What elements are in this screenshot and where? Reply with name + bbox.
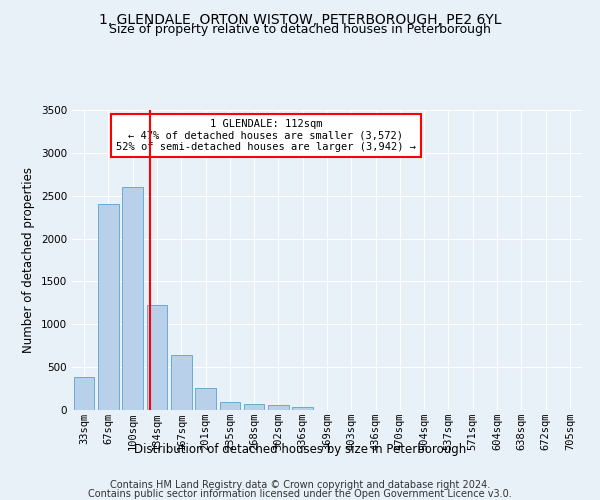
Bar (74, 376, 94, 410)
Bar (292, 407, 313, 410)
Text: Distribution of detached houses by size in Peterborough: Distribution of detached houses by size … (134, 442, 466, 456)
Bar (146, 304, 167, 410)
Text: 1 GLENDALE: 112sqm
← 47% of detached houses are smaller (3,572)
52% of semi-deta: 1 GLENDALE: 112sqm ← 47% of detached hou… (116, 119, 416, 152)
Bar (220, 402, 240, 410)
Bar (98, 204, 119, 410)
Text: Size of property relative to detached houses in Peterborough: Size of property relative to detached ho… (109, 22, 491, 36)
Bar (171, 355, 191, 410)
Bar (268, 406, 289, 410)
Bar (195, 388, 216, 410)
Bar (122, 187, 143, 410)
Text: Contains public sector information licensed under the Open Government Licence v3: Contains public sector information licen… (88, 489, 512, 499)
Bar (244, 404, 265, 410)
Y-axis label: Number of detached properties: Number of detached properties (22, 167, 35, 353)
Text: 1, GLENDALE, ORTON WISTOW, PETERBOROUGH, PE2 6YL: 1, GLENDALE, ORTON WISTOW, PETERBOROUGH,… (99, 12, 501, 26)
Text: Contains HM Land Registry data © Crown copyright and database right 2024.: Contains HM Land Registry data © Crown c… (110, 480, 490, 490)
